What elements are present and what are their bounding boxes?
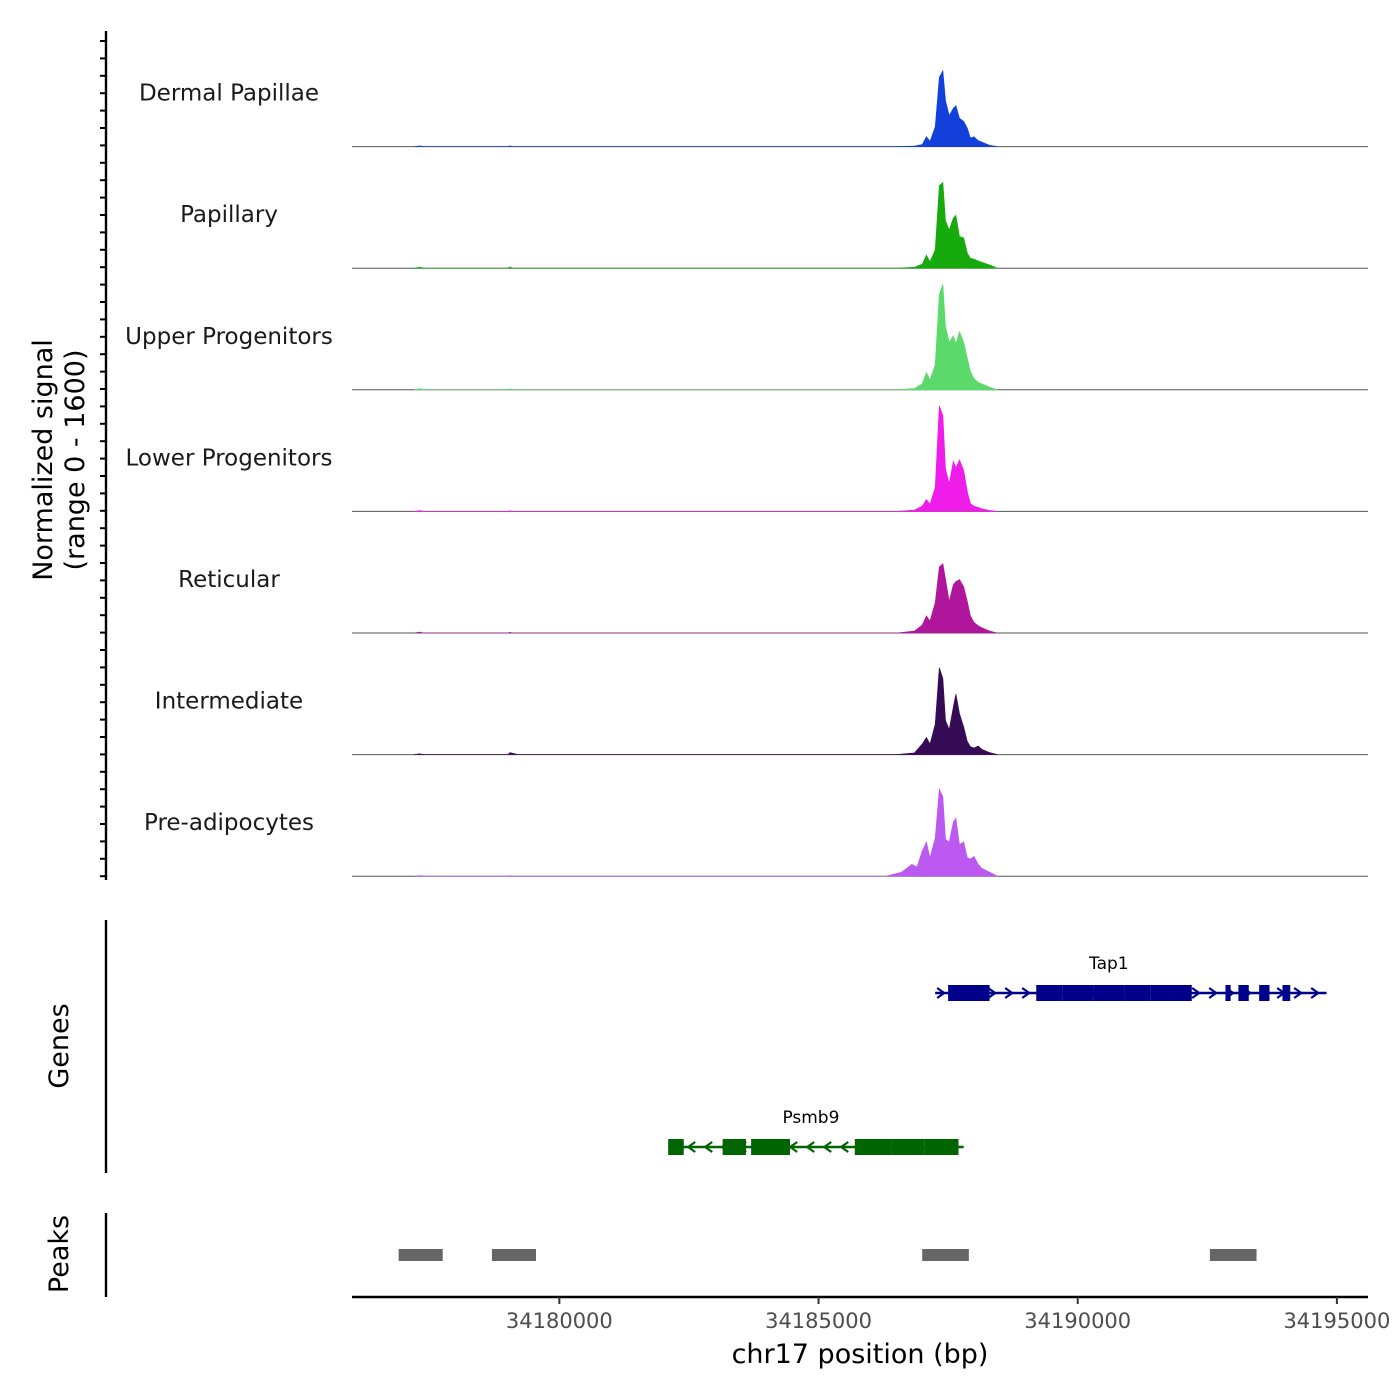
exon [1171,985,1192,1001]
exon [948,985,990,1001]
exon [1259,985,1270,1001]
signal-area-2 [414,284,998,391]
exon [1093,985,1125,1001]
strand-arrow [1310,987,1321,999]
strand-arrow [822,1141,832,1153]
strand-arrow [1004,987,1015,999]
exon [668,1139,684,1155]
strand-arrow [1191,987,1202,999]
exon [1124,985,1151,1001]
exon [1282,985,1291,1001]
gene-tap1: Tap1 [935,954,1327,1001]
strand-arrow [686,1141,696,1153]
peak-3 [1209,1249,1257,1261]
track-5: Intermediate [155,667,1368,756]
track-0: Dermal Papillae [139,69,1368,148]
peak-1 [491,1249,537,1261]
peaks-panel [398,1249,1257,1261]
exon [1150,985,1172,1001]
peak-2 [922,1249,969,1261]
signal-area-4 [414,563,998,634]
strand-arrow [703,1141,713,1153]
y-axis-title-line1: Normalized signal [28,339,59,581]
signal-area-5 [414,667,998,755]
track-label: Dermal Papillae [139,81,319,107]
exon [1238,985,1249,1001]
track-label: Intermediate [155,689,303,715]
exon [891,1139,925,1155]
x-axis-title: chr17 position (bp) [732,1339,989,1370]
signal-area-6 [414,787,998,877]
exon [722,1139,746,1155]
gene-label: Tap1 [1088,954,1129,974]
track-6: Pre-adipocytes [144,787,1368,877]
exon [751,1139,791,1155]
track-4: Reticular [178,563,1368,634]
strand-arrow [1208,987,1219,999]
strand-arrow [805,1141,815,1153]
genes-panel-title: Genes [44,1003,75,1088]
track-1: Papillary [180,181,1368,269]
peak-0 [398,1249,443,1261]
exon [1225,985,1231,1001]
strand-arrow [1021,987,1032,999]
gene-annotation-panel: Tap1 Psmb9 [668,954,1327,1155]
y-axis-title-line2: (range 0 - 1600) [60,350,91,571]
strand-arrow [839,1141,849,1153]
signal-area-0 [414,69,998,147]
track-2: Upper Progenitors [125,284,1368,391]
x-tick-label: 34185000 [765,1309,872,1333]
peaks-panel-title: Peaks [44,1215,75,1293]
track-label: Lower Progenitors [126,445,333,471]
signal-tracks: Dermal Papillae Papillary Upper Progenitor… [125,69,1368,877]
gene-psmb9: Psmb9 [668,1108,964,1155]
signal-area-3 [414,405,998,512]
exon [1036,985,1063,1001]
signal-area-1 [414,181,998,269]
track-label: Papillary [180,202,278,228]
exon [854,1139,892,1155]
x-tick-label: 34190000 [1024,1309,1131,1333]
exon [924,1139,959,1155]
track-3: Lower Progenitors [126,405,1368,512]
strand-arrow [987,987,998,999]
gene-label: Psmb9 [782,1108,839,1128]
track-label: Reticular [178,567,280,593]
x-tick-label: 34180000 [506,1309,613,1333]
track-label: Upper Progenitors [125,324,333,350]
strand-arrow [936,987,947,999]
track-label: Pre-adipocytes [144,810,314,836]
x-tick-label: 34195000 [1283,1309,1390,1333]
exon [1062,985,1094,1001]
strand-arrow [788,1141,798,1153]
axes: 34180000 34185000 34190000 34195000 [100,31,1390,1333]
strand-arrow [1293,987,1304,999]
